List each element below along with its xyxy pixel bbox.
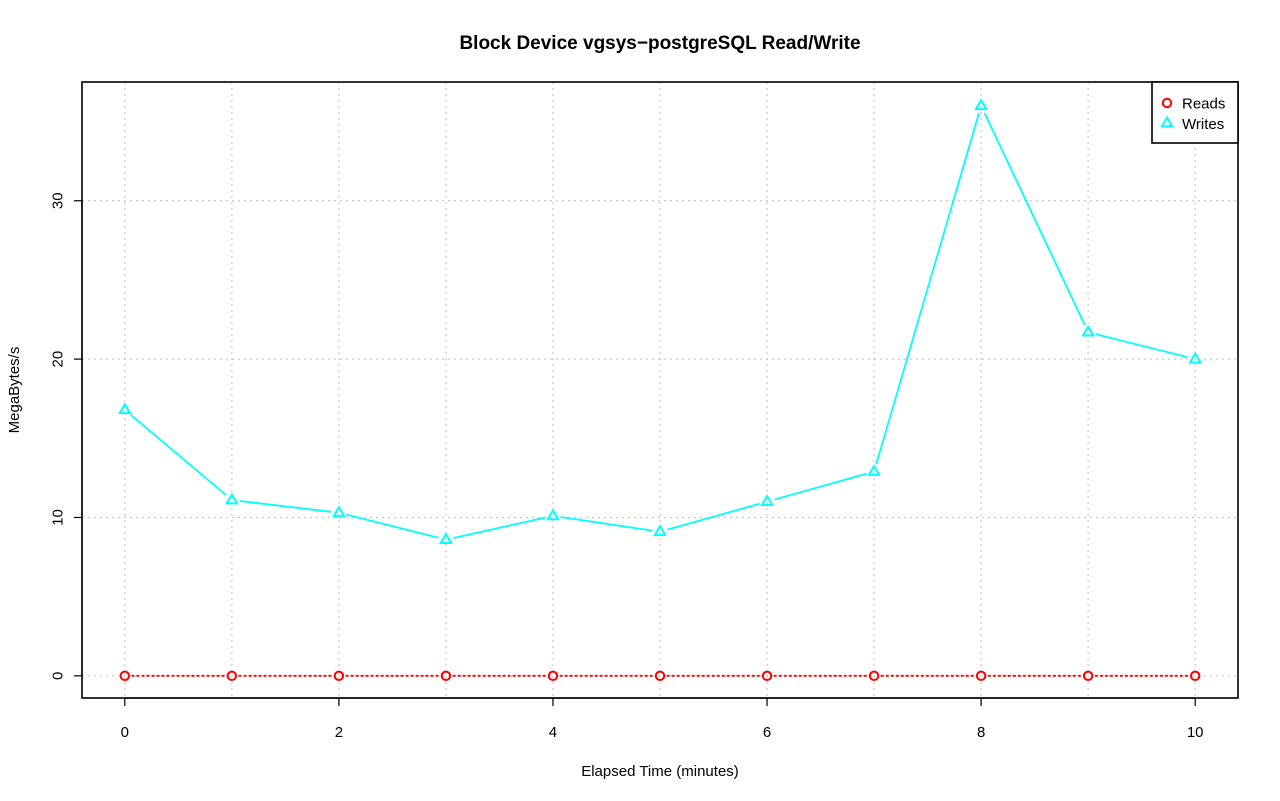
data-point-reads: [761, 670, 773, 682]
y-tick-label: 20: [50, 351, 67, 368]
data-point-reads: [226, 670, 238, 682]
data-point-writes: [117, 402, 132, 415]
x-tick-label: 8: [977, 724, 985, 741]
series-layer: [117, 98, 1203, 682]
x-tick-label: 2: [335, 724, 343, 741]
data-point-writes: [760, 494, 774, 506]
series-line-writes: [560, 516, 653, 532]
data-point-reads: [654, 670, 666, 682]
legend-marker-reads: [1161, 97, 1173, 109]
y-axis: 0 10 20 30: [50, 192, 83, 680]
legend-item-writes: Writes: [1160, 115, 1224, 133]
legend-label-reads: Reads: [1182, 96, 1225, 113]
data-point-writes: [974, 98, 989, 111]
legend: Reads Writes: [1151, 81, 1239, 144]
series-line-writes: [453, 516, 546, 539]
x-axis: 0 2 4 6 8 10: [121, 697, 1204, 741]
series-line-writes: [983, 112, 1086, 326]
data-point-reads: [119, 670, 131, 682]
series-line-writes: [875, 112, 980, 465]
series-reads: [119, 670, 1201, 682]
data-point-writes: [1188, 351, 1203, 364]
data-point-reads: [975, 670, 987, 682]
legend-marker-writes: [1160, 115, 1174, 128]
grid: [82, 82, 1238, 698]
y-axis-label: MegaBytes/s: [6, 347, 23, 434]
data-point-writes: [546, 508, 560, 521]
data-point-reads: [440, 670, 452, 682]
legend-box: [1151, 81, 1239, 144]
y-tick-label: 0: [50, 672, 67, 680]
series-line-writes: [130, 414, 227, 496]
chart-title: Block Device vgsys−postgreSQL Read/Write: [459, 33, 860, 54]
data-point-writes: [224, 492, 239, 505]
x-tick-label: 10: [1187, 724, 1204, 741]
data-point-reads: [1082, 670, 1094, 682]
data-point-writes: [438, 532, 453, 545]
y-tick-label: 10: [50, 509, 67, 526]
y-tick-label: 30: [50, 192, 67, 209]
x-axis-label: Elapsed Time (minutes): [581, 763, 739, 780]
data-point-reads: [547, 670, 559, 682]
series-writes: [117, 98, 1203, 545]
data-point-writes: [1081, 324, 1096, 337]
data-point-reads: [868, 670, 880, 682]
legend-item-reads: Reads: [1161, 96, 1225, 113]
x-tick-label: 6: [763, 724, 771, 741]
data-point-reads: [333, 670, 345, 682]
series-line-writes: [239, 500, 332, 513]
series-line-writes: [346, 513, 439, 539]
data-point-writes: [331, 505, 346, 518]
data-point-reads: [1189, 670, 1201, 682]
data-point-writes: [653, 524, 667, 537]
legend-label-writes: Writes: [1182, 116, 1224, 133]
series-line-writes: [774, 472, 867, 501]
data-point-writes: [867, 464, 882, 476]
series-line-writes: [1095, 333, 1188, 359]
x-tick-label: 0: [121, 724, 129, 741]
x-tick-label: 4: [549, 724, 557, 741]
series-line-writes: [667, 502, 760, 531]
